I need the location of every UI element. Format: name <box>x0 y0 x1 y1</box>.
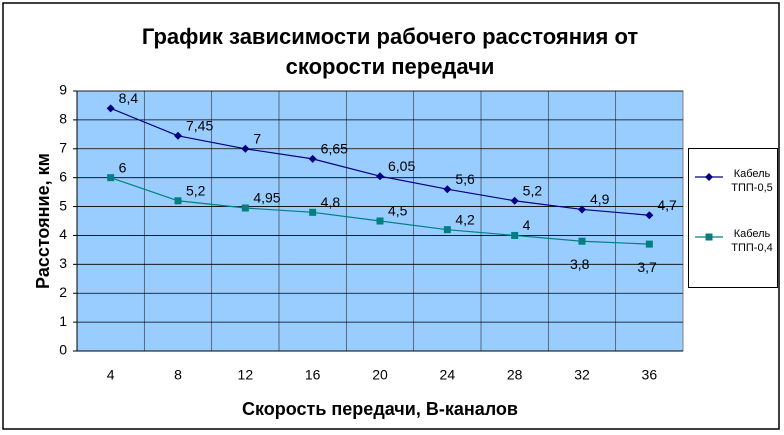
data-point <box>308 154 317 163</box>
data-label: 5,2 <box>523 182 543 198</box>
data-label: 5,6 <box>455 171 475 187</box>
data-point <box>578 205 586 214</box>
y-tick-label: 6 <box>59 168 67 184</box>
legend: Кабель ТПП-0,5 Кабель ТПП-0,4 <box>688 148 778 288</box>
x-tick-label: 32 <box>574 367 590 383</box>
y-tick-label: 4 <box>59 226 67 242</box>
data-label: 5,2 <box>186 182 206 198</box>
x-tick-label: 16 <box>305 367 321 383</box>
y-tick-label: 8 <box>59 111 67 127</box>
legend-marker <box>705 173 713 181</box>
legend-label: Кабель ТПП-0,5 <box>731 168 773 194</box>
data-label: 4 <box>523 217 531 233</box>
data-label: 7 <box>253 130 261 146</box>
legend-swatch <box>695 173 723 181</box>
data-point <box>511 231 519 239</box>
legend-swatch <box>695 233 723 241</box>
x-tick-label: 20 <box>372 367 388 383</box>
y-axis-title: Расстояние, км <box>33 153 53 289</box>
y-tick-label: 5 <box>59 197 67 213</box>
data-label: 4,2 <box>455 211 475 227</box>
y-tick-label: 0 <box>59 342 67 358</box>
data-point <box>106 104 115 113</box>
y-tick-label: 2 <box>59 284 67 300</box>
legend-label: Кабель ТПП-0,4 <box>731 228 773 254</box>
x-tick-label: 36 <box>642 367 658 383</box>
data-label: 4,7 <box>657 197 677 213</box>
legend-entry: Кабель ТПП-0,4 <box>693 227 777 255</box>
data-label: 6,65 <box>321 141 348 157</box>
legend-entry: Кабель ТПП-0,5 <box>693 167 777 195</box>
x-tick-label: 12 <box>238 367 254 383</box>
data-label: 3,8 <box>570 256 590 272</box>
data-point <box>645 211 654 220</box>
data-label: 7,45 <box>186 117 213 133</box>
y-tick-label: 1 <box>59 313 67 329</box>
legend-marker <box>705 233 713 241</box>
x-tick-label: 4 <box>107 367 115 383</box>
data-label: 4,9 <box>590 191 610 207</box>
data-point <box>309 208 317 216</box>
data-point <box>578 237 586 245</box>
data-point <box>174 131 182 140</box>
data-label: 4,8 <box>321 194 341 210</box>
data-label: 8,4 <box>119 90 139 106</box>
data-label: 4,95 <box>253 190 280 206</box>
chart-title: График зависимости рабочего расстояния о… <box>141 24 639 79</box>
data-point <box>645 240 653 248</box>
data-label: 4,5 <box>388 203 408 219</box>
data-point <box>241 144 250 153</box>
x-tick-label: 8 <box>174 367 182 383</box>
data-point <box>376 172 384 181</box>
data-point <box>376 217 384 225</box>
data-point <box>510 196 519 205</box>
data-point <box>241 204 249 212</box>
data-label: 6 <box>119 159 127 175</box>
y-tick-label: 9 <box>59 82 67 98</box>
y-tick-label: 7 <box>59 139 67 155</box>
x-tick-label: 24 <box>440 367 456 383</box>
y-tick-label: 3 <box>59 255 67 271</box>
x-tick-label: 28 <box>507 367 523 383</box>
data-point <box>174 197 182 205</box>
data-point <box>443 185 452 194</box>
x-axis-title: Скорость передачи, В-каналов <box>242 399 518 419</box>
data-point <box>443 226 451 234</box>
data-label: 3,7 <box>637 259 657 275</box>
data-point <box>107 174 115 182</box>
data-label: 6,05 <box>388 158 415 174</box>
